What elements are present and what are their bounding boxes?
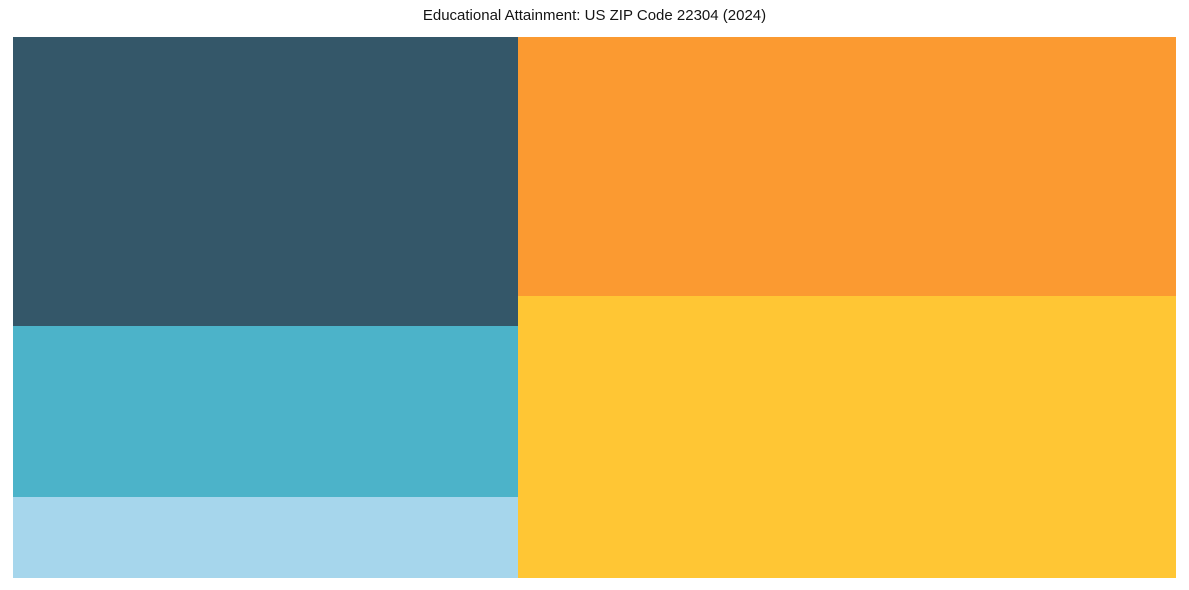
treemap-tile-some-college-or-associates-degree[interactable]: Some college or associate's degree — [13, 326, 518, 497]
treemap-tile-high-school-graduate[interactable]: High school graduate — [518, 296, 1176, 578]
chart-title: Educational Attainment: US ZIP Code 2230… — [422, 7, 767, 24]
treemap-tile-graduate-or-professional-degree[interactable]: Graduate or professional degree — [518, 37, 1176, 296]
treemap-tile-bachelors-degree[interactable]: Bachelor's degree — [13, 37, 518, 326]
treemap-tile-less-than-high-school[interactable]: Less than high school — [13, 497, 518, 578]
treemap-plot-area: Bachelor's degree Graduate or profession… — [13, 37, 1176, 578]
